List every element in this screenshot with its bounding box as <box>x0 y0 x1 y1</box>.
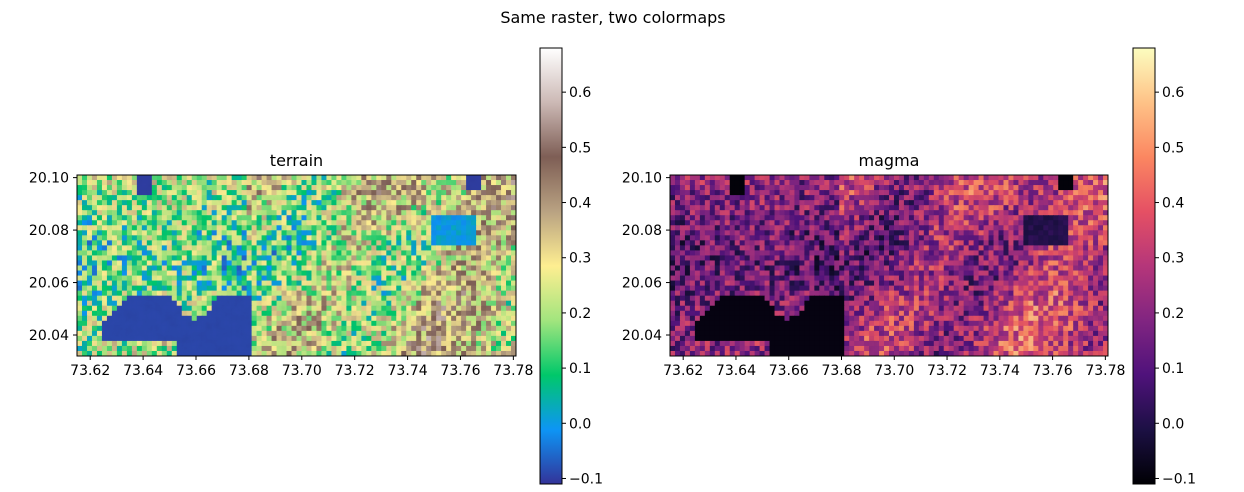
x-tick-label: 73.66 <box>176 363 216 379</box>
raster-texture <box>77 175 516 356</box>
colorbar-tick-label: 0.4 <box>569 196 591 212</box>
axes-frame <box>76 174 517 357</box>
figure-title: Same raster, two colormaps <box>500 8 726 27</box>
y-tick-label: 20.04 <box>29 328 69 344</box>
x-tick-label: 73.78 <box>493 363 533 379</box>
y-tick-label: 20.08 <box>29 223 69 239</box>
x-tick-label: 73.76 <box>440 363 480 379</box>
colorbar <box>539 47 563 485</box>
y-tick-label: 20.06 <box>29 276 69 292</box>
x-tick-label: 73.62 <box>70 363 110 379</box>
colorbar-tick-label: 0.3 <box>569 251 591 267</box>
y-tick-label: 20.10 <box>29 171 69 187</box>
x-tick-label: 73.72 <box>335 363 375 379</box>
colorbar-tick-label: 0.5 <box>569 140 591 156</box>
colorbar-tick-label: 0.2 <box>569 306 591 322</box>
colorbar-tick-label: −0.1 <box>569 471 603 487</box>
x-tick-label: 73.74 <box>388 363 428 379</box>
terrain-panel: terrain 73.62 73.64 73.66 73.68 73.70 73.72 73.… <box>29 47 603 487</box>
x-tick-label: 73.68 <box>229 363 269 379</box>
x-tick-label: 73.64 <box>123 363 163 379</box>
x-tick-label: 73.70 <box>282 363 322 379</box>
colorbar-tick-label: 0.0 <box>569 416 591 432</box>
colorbar-tick-label: 0.6 <box>569 85 591 101</box>
colorbar-tick-label: 0.1 <box>569 361 591 377</box>
axes-title: terrain <box>270 151 323 170</box>
